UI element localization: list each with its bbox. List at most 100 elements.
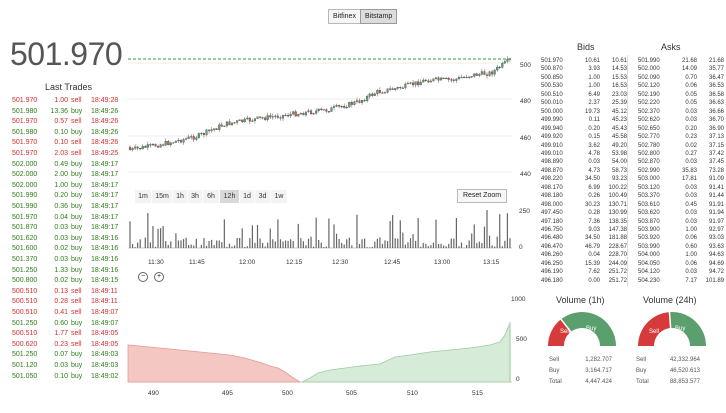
trade-price: 502.000: [12, 181, 38, 189]
bids-row: 496.250 15.39 244.09: [541, 260, 629, 268]
candle-body: [445, 77, 448, 80]
exchange-bitstamp-button[interactable]: Bitstamp: [360, 9, 398, 24]
zoom-in-icon[interactable]: +: [154, 272, 164, 282]
zoom-1d-button[interactable]: 1d: [240, 190, 254, 203]
candle-body: [508, 58, 511, 60]
candle-body: [391, 88, 394, 90]
orderbook-divider: [627, 55, 628, 287]
zoom-1h-button[interactable]: 1h: [173, 190, 187, 203]
trade-amount: 1.77: [54, 330, 68, 338]
trade-row: 501.980 0.10 buy 18:49:26: [0, 128, 130, 139]
trade-time: 18:49:26: [91, 139, 119, 147]
bids-cell: 46.79: [584, 243, 600, 250]
bids-row: 498.180 0.26 100.49: [541, 192, 629, 200]
volume-bar: [384, 240, 386, 248]
asks-cell: 503.990: [638, 243, 660, 250]
candle-body: [340, 106, 343, 108]
bids-cell: 500.530: [541, 83, 563, 90]
time-axis-label: 13:15: [483, 259, 500, 266]
candle-body: [251, 120, 254, 122]
candle-body: [167, 141, 170, 146]
asks-cell: 502.780: [638, 142, 660, 149]
candle-body: [309, 110, 313, 115]
gauge-24h-sell-text: Sell: [649, 329, 660, 335]
time-axis-label: 13:00: [434, 259, 451, 266]
volume-bar: [267, 242, 269, 248]
trade-row: 501.370 0.03 buy 18:49:16: [0, 255, 130, 266]
candle-body: [315, 110, 318, 114]
candle-body: [149, 144, 152, 146]
volume-bar: [251, 225, 253, 248]
bids-cell: 130.99: [608, 210, 627, 217]
asks-cell: 21.68: [681, 58, 697, 64]
bids-cell: 0.11: [588, 117, 600, 124]
trade-price: 500.800: [12, 277, 38, 285]
candle-body: [205, 129, 208, 135]
candle-body: [299, 113, 302, 115]
asks-cell: 502.220: [638, 100, 660, 107]
trade-amount: 1.33: [54, 266, 68, 274]
candle-body: [281, 114, 285, 119]
candle-body: [228, 121, 231, 126]
zoom-15m-button[interactable]: 15m: [152, 190, 172, 203]
trade-price: 501.970: [12, 150, 38, 157]
asks-cell: 0.03: [685, 117, 697, 124]
trade-amount: 1.00: [54, 97, 68, 104]
trade-price: 501.980: [12, 128, 38, 136]
candle-body: [218, 124, 221, 130]
trade-price: 501.980: [12, 107, 38, 115]
candle-body: [496, 66, 499, 71]
bids-row: 498.000 30.23 130.71: [541, 201, 629, 209]
volume-bar: [366, 247, 368, 248]
trade-row: 500.510 1.77 sell 18:49:05: [0, 329, 130, 340]
trade-price: 500.510: [12, 330, 38, 338]
zoom-3h-button[interactable]: 3h: [188, 190, 202, 203]
candle-body: [485, 74, 489, 76]
asks-cell: 37.15: [708, 142, 724, 149]
volume-bar: [379, 237, 381, 248]
candle-body: [493, 69, 496, 75]
volume-bar: [182, 239, 185, 248]
trade-time: 18:49:07: [91, 309, 119, 316]
bids-cell: 138.35: [608, 218, 627, 225]
zoom-1m-button[interactable]: 1m: [135, 190, 151, 203]
candle-body: [383, 92, 387, 94]
asks-cell: 0.27: [685, 150, 697, 157]
candle-body: [174, 140, 177, 143]
trade-side: buy: [71, 181, 83, 189]
candle-body: [169, 142, 172, 146]
price-axis-tick: 460: [520, 135, 531, 142]
trade-row: 501.970 0.04 buy 18:49:17: [0, 213, 130, 224]
trade-time: 18:49:17: [91, 224, 119, 232]
bids-cell: 10.61: [584, 58, 600, 64]
zoom-3d-button[interactable]: 3d: [255, 190, 270, 203]
asks-row: 503.870 0.03 91.97: [638, 218, 726, 226]
volume-bar: [228, 243, 231, 248]
asks-cell: 35.83: [681, 167, 697, 174]
candle-body: [332, 106, 336, 108]
asks-cell: 502.650: [638, 125, 660, 132]
trade-row: 500.800 0.02 buy 18:49:15: [0, 276, 130, 287]
zoom-12h-button[interactable]: 12h: [220, 190, 239, 203]
candle-body: [190, 136, 193, 138]
zoom-out-icon[interactable]: −: [138, 272, 148, 282]
asks-cell: 0.70: [685, 74, 697, 81]
asks-row: 502.090 0.70 36.47: [638, 74, 726, 82]
trade-price: 500.510: [12, 298, 38, 306]
candle-body: [475, 73, 478, 76]
zoom-1w-button[interactable]: 1w: [271, 190, 287, 203]
bids-cell: 498.890: [541, 159, 563, 166]
asks-row: 502.990 35.83 73.28: [638, 167, 726, 175]
candle-body: [498, 66, 501, 69]
asks-cell: 94.63: [708, 252, 724, 259]
zoom-6h-button[interactable]: 6h: [203, 190, 219, 203]
candle-body: [156, 146, 160, 148]
volume-bar: [443, 245, 445, 248]
reset-zoom-button[interactable]: Reset Zoom: [457, 189, 507, 203]
trade-amount: 2.03: [54, 150, 68, 157]
volume-bar: [231, 246, 233, 248]
volume-bar: [335, 233, 338, 248]
trade-row: 501.980 13.36 buy 18:49:26: [0, 107, 130, 118]
candle-body: [373, 93, 376, 96]
